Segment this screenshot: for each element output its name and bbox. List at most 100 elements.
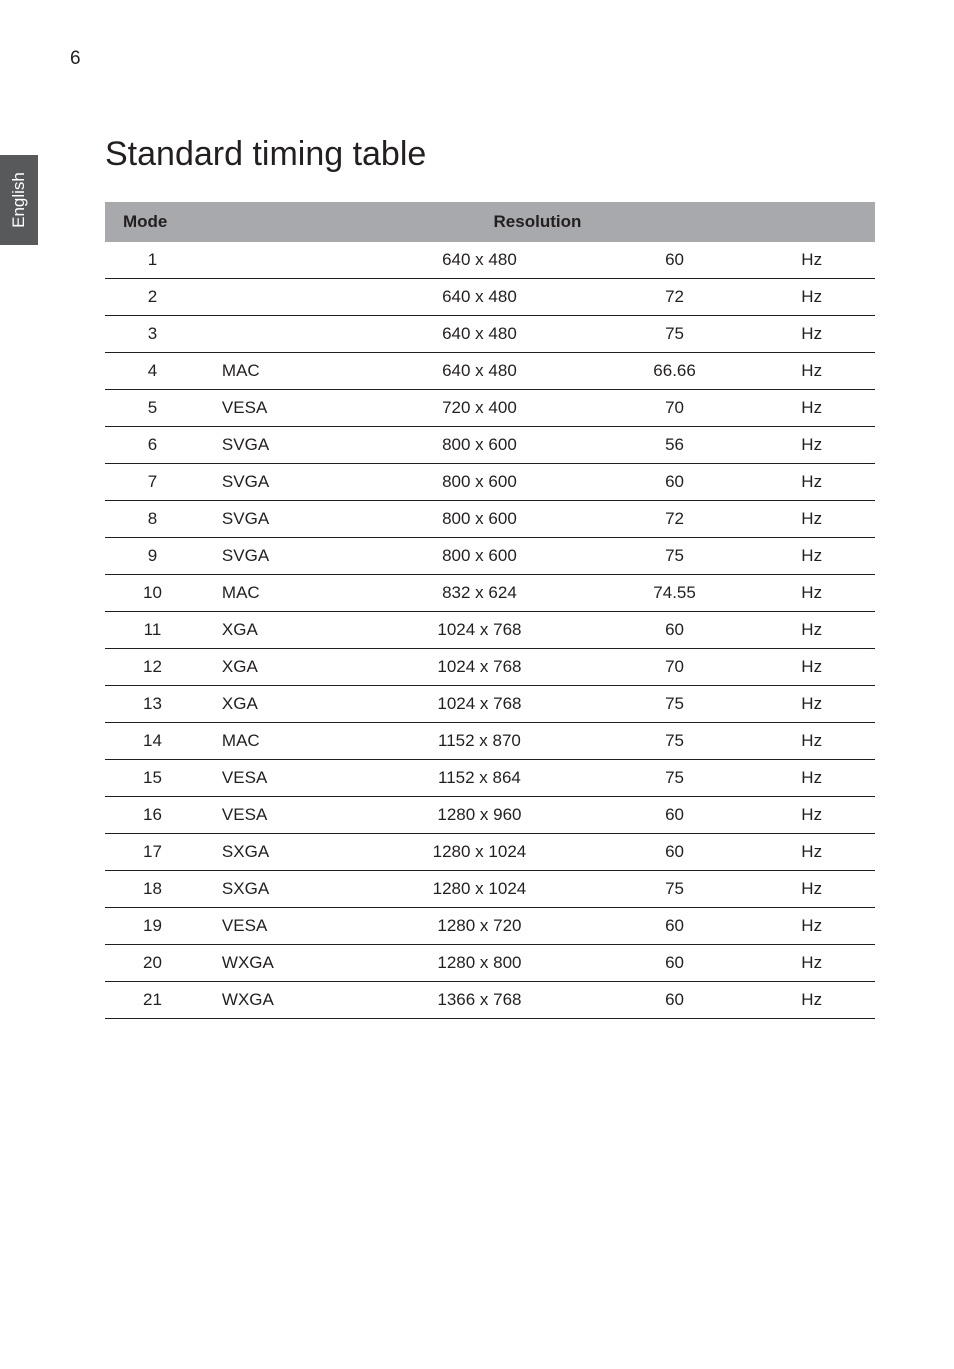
cell-mode: 3 bbox=[105, 316, 200, 353]
cell-standard: VESA bbox=[200, 797, 358, 834]
cell-resolution: 1280 x 1024 bbox=[358, 834, 601, 871]
table-row: 5VESA720 x 40070Hz bbox=[105, 390, 875, 427]
cell-standard bbox=[200, 279, 358, 316]
table-row: 8SVGA800 x 60072Hz bbox=[105, 501, 875, 538]
table-head: Mode Resolution bbox=[105, 202, 875, 242]
cell-resolution: 1280 x 800 bbox=[358, 945, 601, 982]
cell-resolution: 1366 x 768 bbox=[358, 982, 601, 1019]
cell-mode: 16 bbox=[105, 797, 200, 834]
cell-mode: 20 bbox=[105, 945, 200, 982]
cell-standard: WXGA bbox=[200, 982, 358, 1019]
table-row: 14MAC1152 x 87075Hz bbox=[105, 723, 875, 760]
cell-unit: Hz bbox=[748, 353, 875, 390]
cell-resolution: 800 x 600 bbox=[358, 501, 601, 538]
cell-standard: XGA bbox=[200, 649, 358, 686]
cell-rate: 60 bbox=[601, 464, 749, 501]
cell-standard: VESA bbox=[200, 760, 358, 797]
cell-rate: 70 bbox=[601, 649, 749, 686]
cell-unit: Hz bbox=[748, 316, 875, 353]
cell-resolution: 1152 x 864 bbox=[358, 760, 601, 797]
cell-unit: Hz bbox=[748, 242, 875, 279]
cell-unit: Hz bbox=[748, 279, 875, 316]
table-row: 10MAC832 x 62474.55Hz bbox=[105, 575, 875, 612]
cell-mode: 9 bbox=[105, 538, 200, 575]
cell-resolution: 800 x 600 bbox=[358, 427, 601, 464]
cell-resolution: 640 x 480 bbox=[358, 242, 601, 279]
cell-rate: 56 bbox=[601, 427, 749, 464]
cell-resolution: 640 x 480 bbox=[358, 316, 601, 353]
table-row: 7SVGA800 x 60060Hz bbox=[105, 464, 875, 501]
cell-rate: 75 bbox=[601, 760, 749, 797]
table-row: 13XGA1024 x 76875Hz bbox=[105, 686, 875, 723]
cell-unit: Hz bbox=[748, 834, 875, 871]
cell-mode: 13 bbox=[105, 686, 200, 723]
table-header-row: Mode Resolution bbox=[105, 202, 875, 242]
cell-mode: 10 bbox=[105, 575, 200, 612]
cell-standard bbox=[200, 316, 358, 353]
cell-resolution: 800 x 600 bbox=[358, 464, 601, 501]
cell-rate: 60 bbox=[601, 982, 749, 1019]
cell-rate: 60 bbox=[601, 612, 749, 649]
cell-mode: 4 bbox=[105, 353, 200, 390]
table-row: 21WXGA1366 x 76860Hz bbox=[105, 982, 875, 1019]
table-row: 3640 x 48075Hz bbox=[105, 316, 875, 353]
table-row: 18SXGA1280 x 102475Hz bbox=[105, 871, 875, 908]
cell-rate: 75 bbox=[601, 723, 749, 760]
cell-unit: Hz bbox=[748, 390, 875, 427]
cell-mode: 1 bbox=[105, 242, 200, 279]
cell-standard bbox=[200, 242, 358, 279]
cell-unit: Hz bbox=[748, 982, 875, 1019]
cell-mode: 15 bbox=[105, 760, 200, 797]
table-row: 17SXGA1280 x 102460Hz bbox=[105, 834, 875, 871]
table-row: 19VESA1280 x 72060Hz bbox=[105, 908, 875, 945]
cell-resolution: 1152 x 870 bbox=[358, 723, 601, 760]
table-row: 12XGA1024 x 76870Hz bbox=[105, 649, 875, 686]
cell-resolution: 640 x 480 bbox=[358, 279, 601, 316]
cell-unit: Hz bbox=[748, 686, 875, 723]
cell-standard: XGA bbox=[200, 612, 358, 649]
cell-resolution: 1280 x 1024 bbox=[358, 871, 601, 908]
table-row: 6SVGA800 x 60056Hz bbox=[105, 427, 875, 464]
cell-mode: 11 bbox=[105, 612, 200, 649]
cell-standard: MAC bbox=[200, 575, 358, 612]
table-row: 1640 x 48060Hz bbox=[105, 242, 875, 279]
cell-rate: 75 bbox=[601, 538, 749, 575]
language-tab: English bbox=[0, 155, 38, 245]
cell-resolution: 1024 x 768 bbox=[358, 612, 601, 649]
cell-rate: 66.66 bbox=[601, 353, 749, 390]
cell-mode: 14 bbox=[105, 723, 200, 760]
cell-rate: 72 bbox=[601, 501, 749, 538]
cell-rate: 60 bbox=[601, 797, 749, 834]
header-mode: Mode bbox=[105, 202, 200, 242]
cell-standard: MAC bbox=[200, 353, 358, 390]
cell-mode: 12 bbox=[105, 649, 200, 686]
cell-mode: 8 bbox=[105, 501, 200, 538]
cell-resolution: 800 x 600 bbox=[358, 538, 601, 575]
cell-standard: MAC bbox=[200, 723, 358, 760]
cell-standard: SVGA bbox=[200, 464, 358, 501]
cell-standard: VESA bbox=[200, 908, 358, 945]
cell-unit: Hz bbox=[748, 871, 875, 908]
cell-mode: 2 bbox=[105, 279, 200, 316]
cell-resolution: 720 x 400 bbox=[358, 390, 601, 427]
cell-standard: SXGA bbox=[200, 871, 358, 908]
table-row: 2640 x 48072Hz bbox=[105, 279, 875, 316]
cell-mode: 7 bbox=[105, 464, 200, 501]
cell-unit: Hz bbox=[748, 501, 875, 538]
cell-mode: 17 bbox=[105, 834, 200, 871]
cell-unit: Hz bbox=[748, 760, 875, 797]
cell-mode: 19 bbox=[105, 908, 200, 945]
cell-mode: 6 bbox=[105, 427, 200, 464]
language-tab-label: English bbox=[9, 172, 29, 228]
cell-unit: Hz bbox=[748, 945, 875, 982]
table-row: 20WXGA1280 x 80060Hz bbox=[105, 945, 875, 982]
table-row: 9SVGA800 x 60075Hz bbox=[105, 538, 875, 575]
timing-table: Mode Resolution 1640 x 48060Hz2640 x 480… bbox=[105, 202, 875, 1019]
cell-unit: Hz bbox=[748, 427, 875, 464]
table-row: 4MAC640 x 48066.66Hz bbox=[105, 353, 875, 390]
cell-resolution: 640 x 480 bbox=[358, 353, 601, 390]
cell-rate: 70 bbox=[601, 390, 749, 427]
page-title: Standard timing table bbox=[105, 135, 874, 174]
cell-resolution: 1024 x 768 bbox=[358, 649, 601, 686]
timing-table-wrap: Mode Resolution 1640 x 48060Hz2640 x 480… bbox=[105, 202, 875, 1019]
